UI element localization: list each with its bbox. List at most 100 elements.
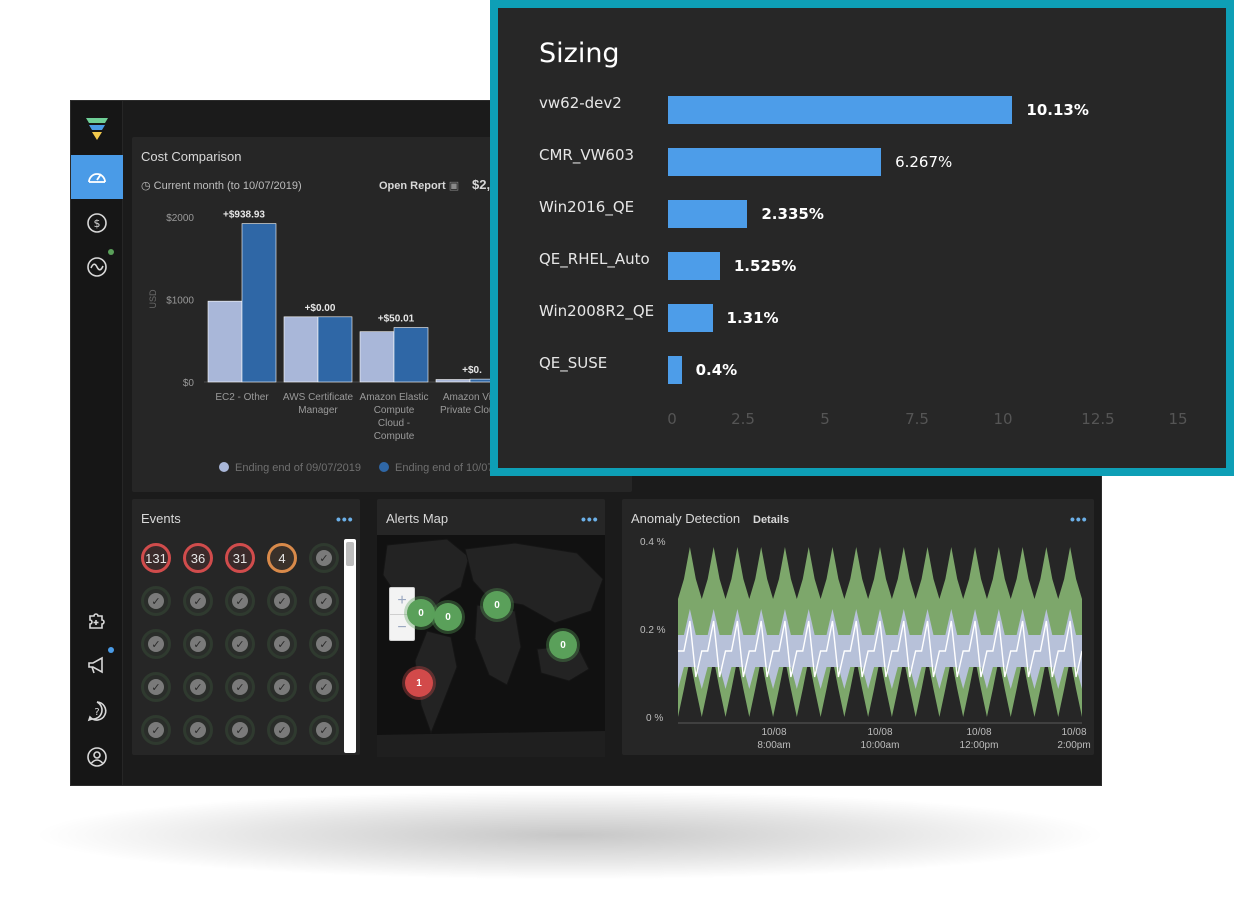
open-report-link[interactable]: Open Report ▣ [379,179,459,192]
cost-annotation: +$938.93 [223,210,265,221]
nav-monitor[interactable] [71,245,123,289]
puzzle-plus-icon [89,613,105,629]
anomaly-ytick: 0.2 % [640,625,666,636]
event-ok-badge[interactable]: ✓ [309,672,339,702]
sizing-xtick: 7.5 [905,410,929,428]
check-icon: ✓ [190,722,206,738]
sizing-value-label: 1.31% [726,309,779,327]
event-ok-badge[interactable]: ✓ [225,586,255,616]
cost-category-label: Private Cloud [440,405,500,416]
event-ok-badge[interactable]: ✓ [141,715,171,745]
nav-dashboard[interactable] [71,155,123,199]
alert-marker[interactable]: 0 [407,599,435,627]
check-icon: ✓ [316,593,332,609]
sizing-value-label: 2.335% [761,205,824,223]
event-count-badge[interactable]: 31 [225,543,255,573]
sizing-bar[interactable] [668,148,882,176]
cost-category-label: Amazon Elastic [360,392,429,403]
event-ok-badge[interactable]: ✓ [267,715,297,745]
event-count-badge[interactable]: 131 [141,543,171,573]
event-ok-badge[interactable]: ✓ [309,629,339,659]
sizing-xtick: 0 [667,410,677,428]
alerts-map-more-button[interactable]: ••• [581,511,599,527]
monitor-wave-icon [87,257,107,277]
nav-announcements[interactable] [71,643,123,687]
nav-help[interactable]: ? [71,689,123,733]
nav-cost[interactable]: $ [71,201,123,245]
event-ok-badge[interactable]: ✓ [309,586,339,616]
sizing-xtick: 10 [993,410,1013,428]
period-selector[interactable]: ◷ Current month (to 10/07/2019) [141,179,302,192]
alert-marker[interactable]: 1 [405,669,433,697]
event-ok-badge[interactable]: ✓ [267,672,297,702]
nav-profile[interactable] [71,735,123,779]
event-ok-badge[interactable]: ✓ [141,629,171,659]
check-icon: ✓ [316,636,332,652]
anomaly-more-button[interactable]: ••• [1070,511,1088,527]
event-ok-badge[interactable]: ✓ [225,715,255,745]
world-map[interactable]: + − 0 0 0 0 1 [377,535,605,757]
sizing-xtick: 5 [820,410,830,428]
cost-ytick: $2000 [166,213,194,224]
legend-label: Ending end of 09/07/2019 [235,462,361,474]
nav-integrations[interactable] [71,599,123,643]
event-ok-badge[interactable]: ✓ [309,715,339,745]
event-ok-badge[interactable]: ✓ [309,543,339,573]
cost-comparison-title: Cost Comparison [141,149,242,164]
alert-marker[interactable]: 0 [434,603,462,631]
sizing-xtick: 15 [1168,410,1188,428]
sizing-category-label: Win2008R2_QE [539,302,655,320]
cost-comparison-chart: $2000 $1000 $0 USD +$938.93 EC2 - Other +$0.00… [148,210,632,474]
cost-annotation: +$50.01 [378,314,415,325]
zoom-in-button[interactable]: + [397,592,407,609]
cost-category-label: Amazon Virt [443,392,498,403]
zoom-out-button[interactable]: − [390,614,414,640]
event-ok-badge[interactable]: ✓ [183,629,213,659]
anomaly-xtick: 8:00am [757,740,791,751]
cost-ylabel: USD [148,289,158,309]
anomaly-chart [678,547,1082,724]
event-ok-badge[interactable]: ✓ [141,672,171,702]
event-ok-badge[interactable]: ✓ [267,629,297,659]
logo-icon[interactable] [84,115,110,141]
drop-shadow [30,790,1110,880]
events-scrollbar[interactable] [344,539,356,753]
event-count-badge[interactable]: 4 [267,543,297,573]
event-ok-badge[interactable]: ✓ [225,629,255,659]
sizing-title: Sizing [539,38,620,69]
sizing-bar[interactable] [668,304,713,332]
event-ok-badge[interactable]: ✓ [183,715,213,745]
event-count-badge[interactable]: 36 [183,543,213,573]
user-icon [87,747,107,767]
check-icon: ✓ [232,593,248,609]
alert-marker[interactable]: 0 [549,631,577,659]
sizing-bar[interactable] [668,252,720,280]
cost-bar [317,316,353,383]
check-icon: ✓ [274,593,290,609]
legend-swatch [379,462,389,472]
clock-icon: ◷ [141,180,154,192]
anomaly-xtick: 2:00pm [1057,740,1091,751]
scrollbar-thumb[interactable] [346,542,354,566]
anomaly-details-link[interactable]: Details [753,514,790,526]
sizing-bar[interactable] [668,200,748,228]
event-ok-badge[interactable]: ✓ [267,586,297,616]
cost-bar [283,316,319,383]
svg-text:?: ? [94,707,99,718]
event-ok-badge[interactable]: ✓ [225,672,255,702]
check-icon: ✓ [232,636,248,652]
event-ok-badge[interactable]: ✓ [183,672,213,702]
check-icon: ✓ [148,636,164,652]
event-ok-badge[interactable]: ✓ [183,586,213,616]
events-panel: Events ••• 131 36 31 4 ✓ ✓ ✓ ✓ ✓ ✓ ✓ ✓ ✓ ✓ ✓ ✓ ✓ ✓ ✓ ✓ ✓ ✓ ✓ ✓ ✓ [132,499,360,755]
sizing-value-label: 6.267% [895,153,953,171]
sizing-bar[interactable] [668,356,682,384]
help-icon: ? [87,701,107,722]
event-ok-badge[interactable]: ✓ [141,586,171,616]
cost-bar [207,300,243,383]
sizing-bar[interactable] [668,96,1013,124]
cost-category-label: Cloud - [378,418,410,429]
alert-marker[interactable]: 0 [483,591,511,619]
sizing-value-label: 1.525% [733,257,797,275]
events-more-button[interactable]: ••• [336,511,354,527]
